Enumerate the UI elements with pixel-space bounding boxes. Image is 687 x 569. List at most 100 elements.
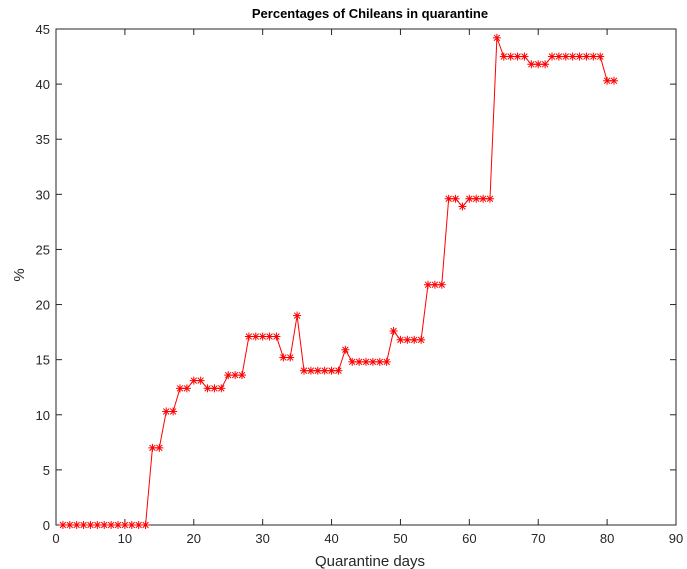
- data-point-stroke: [417, 336, 425, 344]
- y-tick-label: 20: [36, 298, 50, 313]
- data-point: [603, 76, 612, 85]
- data-point: [348, 357, 357, 366]
- data-point-stroke: [500, 53, 508, 60]
- data-point: [589, 52, 598, 61]
- data-point: [424, 280, 432, 289]
- data-point-stroke: [197, 377, 204, 384]
- data-point-stroke: [507, 53, 514, 60]
- data-point-stroke: [321, 367, 328, 374]
- data-point-stroke: [362, 358, 370, 366]
- data-point-stroke: [603, 77, 611, 85]
- data-point-stroke: [562, 53, 570, 60]
- y-axis: 0 5 10 15 20 25 30 35 40 45: [36, 22, 676, 533]
- data-point-stroke: [479, 195, 487, 202]
- data-point-stroke: [245, 333, 253, 340]
- data-point: [93, 521, 102, 529]
- data-point-stroke: [369, 358, 377, 366]
- data-point-stroke: [328, 367, 335, 374]
- y-tick-label: 45: [36, 22, 50, 37]
- y-tick-label: 35: [36, 132, 50, 147]
- data-point: [596, 52, 605, 61]
- data-point-stroke: [493, 34, 501, 42]
- y-tick-label: 25: [36, 242, 50, 257]
- data-point: [148, 443, 157, 452]
- data-point-stroke: [472, 195, 480, 202]
- data-point: [534, 60, 543, 69]
- data-point-stroke: [610, 77, 618, 85]
- data-point-stroke: [280, 354, 287, 361]
- data-point: [465, 194, 474, 203]
- data-point-stroke: [266, 333, 273, 340]
- data-point: [196, 376, 205, 385]
- data-point: [410, 335, 419, 344]
- data-point-stroke: [107, 521, 115, 529]
- data-point: [65, 521, 74, 529]
- x-tick-label: 20: [187, 531, 201, 546]
- data-point-stroke: [307, 367, 315, 374]
- x-tick-label: 70: [531, 531, 545, 546]
- data-point: [451, 194, 460, 203]
- data-point: [541, 60, 550, 69]
- chart-title: Percentages of Chileans in quarantine: [252, 6, 488, 21]
- data-point-stroke: [80, 521, 87, 529]
- data-point: [203, 384, 212, 393]
- data-point: [382, 357, 391, 366]
- x-tick-label: 0: [52, 531, 59, 546]
- data-point-stroke: [114, 521, 122, 529]
- data-point: [127, 521, 136, 529]
- data-point: [134, 521, 143, 529]
- data-point: [568, 52, 577, 61]
- data-point: [334, 366, 343, 375]
- data-point-stroke: [521, 53, 528, 60]
- y-tick-label: 0: [43, 518, 50, 533]
- data-point-stroke: [59, 521, 67, 529]
- data-point: [210, 384, 219, 393]
- data-point-stroke: [100, 521, 108, 529]
- data-point-stroke: [190, 377, 198, 384]
- data-point: [527, 60, 536, 69]
- data-point-stroke: [169, 408, 177, 415]
- x-axis: 0 10 20 30 40 50 60 70 80 90: [52, 29, 683, 546]
- data-point: [417, 335, 426, 344]
- data-point: [141, 521, 150, 529]
- data-point: [189, 376, 198, 385]
- data-point: [444, 194, 453, 203]
- data-point-stroke: [176, 385, 184, 392]
- x-tick-label: 80: [600, 531, 614, 546]
- data-point: [375, 357, 384, 366]
- data-point: [114, 521, 122, 529]
- data-point-stroke: [596, 53, 604, 60]
- data-point: [437, 280, 446, 289]
- data-point-stroke: [121, 521, 129, 529]
- data-point: [389, 327, 398, 336]
- data-point-stroke: [314, 367, 322, 374]
- data-point: [506, 52, 515, 61]
- data-point-stroke: [452, 195, 459, 202]
- data-point-stroke: [583, 53, 590, 60]
- data-point-stroke: [514, 53, 521, 60]
- data-point-stroke: [541, 61, 549, 68]
- x-tick-label: 40: [324, 531, 338, 546]
- x-tick-label: 50: [393, 531, 407, 546]
- data-point: [430, 280, 439, 289]
- y-tick-label: 10: [36, 408, 50, 423]
- data-point: [492, 33, 501, 42]
- data-point: [272, 332, 281, 341]
- data-point: [217, 384, 226, 393]
- data-point-stroke: [569, 53, 576, 60]
- data-point: [169, 407, 178, 416]
- data-point-stroke: [383, 358, 390, 366]
- data-point: [58, 521, 67, 529]
- y-axis-label: %: [11, 268, 28, 281]
- data-point: [341, 345, 350, 354]
- data-point-stroke: [555, 53, 563, 60]
- data-point: [520, 52, 529, 61]
- x-axis-label: Quarantine days: [315, 553, 425, 569]
- y-tick-label: 15: [36, 353, 50, 368]
- data-point: [86, 521, 95, 529]
- data-point: [120, 521, 129, 529]
- data-point-stroke: [486, 195, 494, 202]
- data-point-stroke: [397, 336, 404, 344]
- data-point: [327, 366, 336, 375]
- data-point-stroke: [390, 327, 397, 335]
